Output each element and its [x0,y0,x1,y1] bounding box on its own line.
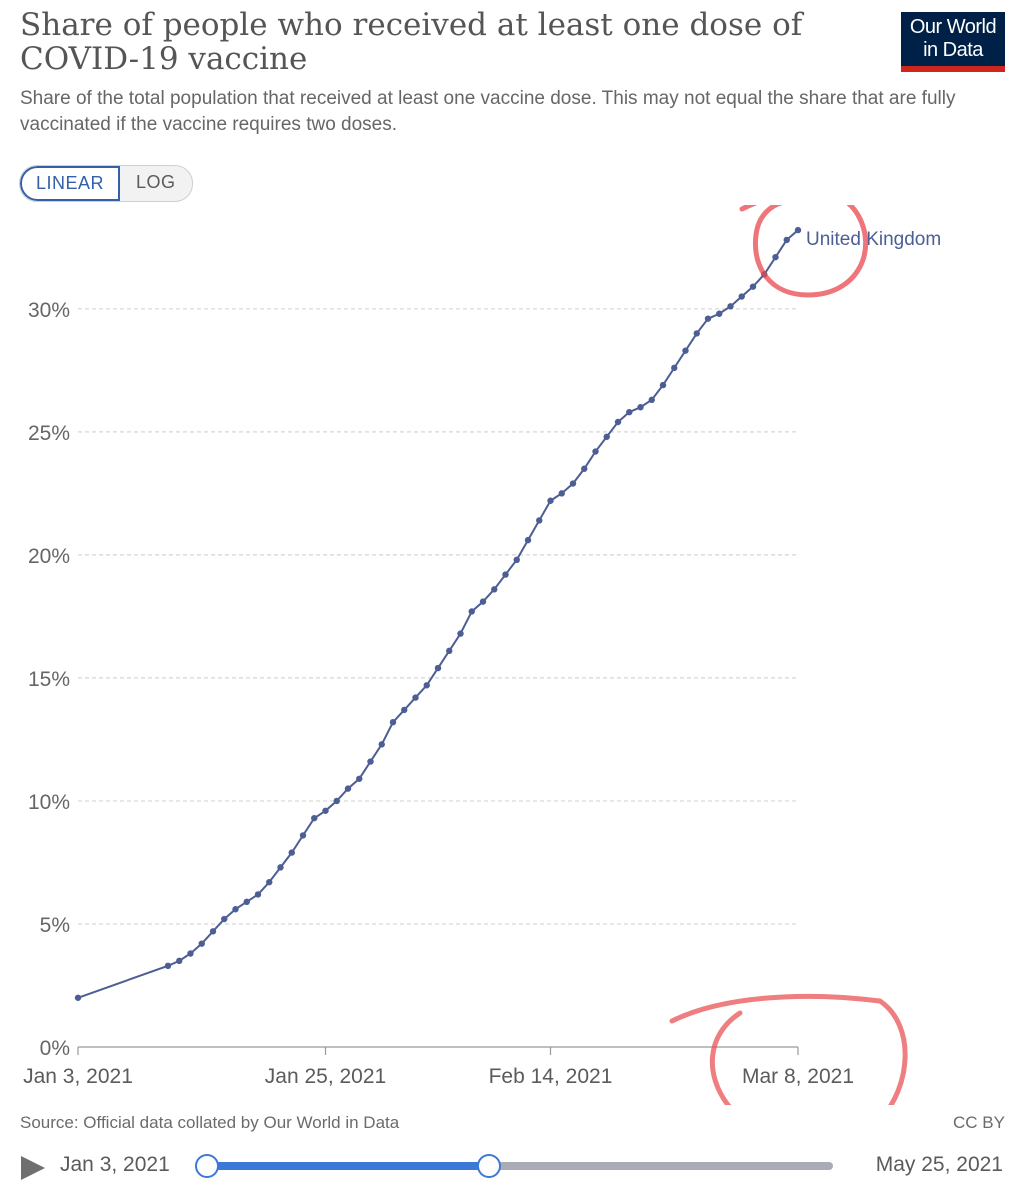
data-point[interactable] [569,480,577,487]
y-tick-label: 15% [28,668,70,691]
data-point[interactable] [727,303,734,310]
y-tick-label: 5% [40,914,70,937]
data-point[interactable] [457,630,464,637]
data-point[interactable] [446,647,453,655]
annotation-circle-top [739,205,869,298]
data-point[interactable] [333,797,340,805]
logo-text-line1: Our World [909,16,997,38]
data-point[interactable] [614,418,622,426]
data-point[interactable] [783,236,790,244]
data-point[interactable] [547,497,554,504]
chart-title: Share of people who received at least on… [20,7,803,77]
data-point[interactable] [682,347,689,354]
data-point[interactable] [524,536,532,544]
data-point[interactable] [626,408,633,416]
data-point[interactable] [479,598,487,605]
timeline-slider: Jan 3, 2021 May 25, 2021 [0,1145,1031,1189]
data-point[interactable] [648,396,655,404]
timeline-end-label: May 25, 2021 [875,1153,1003,1176]
timeline-track[interactable] [206,1162,833,1170]
data-point[interactable] [187,950,194,957]
x-tick-label: Mar 8, 2021 [742,1065,854,1088]
y-tick-label: 0% [40,1037,70,1060]
data-point[interactable] [468,608,475,615]
data-point[interactable] [671,364,678,372]
data-point[interactable] [558,490,565,497]
data-point[interactable] [209,928,217,935]
play-icon[interactable] [21,1156,45,1180]
data-point[interactable] [164,962,172,969]
data-point[interactable] [603,433,610,440]
owid-logo[interactable]: Our World in Data [901,12,1005,72]
data-point[interactable] [378,741,385,748]
data-point[interactable] [659,381,667,389]
line-chart: 0% 5% 10% 15% 20% 25% 30% Jan 3, 2021 Jan 25, 2… [23,205,941,1105]
data-point[interactable] [581,465,588,472]
data-point[interactable] [356,775,363,782]
data-point[interactable] [412,694,419,701]
data-point[interactable] [176,957,183,965]
data-point[interactable] [637,404,644,411]
x-axis: Jan 3, 2021 Jan 25, 2021 Feb 14, 2021 Mar 8… [23,1046,854,1088]
timeline-selected-range[interactable] [206,1162,489,1170]
data-point[interactable] [749,283,757,290]
data-point[interactable] [288,849,295,856]
data-point[interactable] [254,891,262,898]
license-link[interactable]: CC BY [953,1113,1005,1132]
chart-subtitle: Share of the total population that recei… [20,88,956,135]
scale-toggle: LINEAR LOG [19,165,193,202]
hand-drawn-annotations [669,205,908,1105]
series-line[interactable] [77,229,799,999]
data-point[interactable] [738,293,745,300]
data-point[interactable] [704,315,712,322]
timeline-start-handle[interactable] [195,1154,219,1178]
annotation-circle-bottom [669,993,908,1105]
y-axis-tick-labels: 0% 5% 10% 15% 20% 25% 30% [28,299,70,1060]
x-tick-label: Feb 14, 2021 [489,1065,613,1088]
data-point[interactable] [74,994,82,1001]
data-point[interactable] [344,785,352,792]
logo-text-line2: in Data [923,39,983,61]
data-point[interactable] [536,517,543,524]
y-tick-label: 30% [28,299,70,322]
y-tick-label: 10% [28,791,70,814]
data-point[interactable] [232,906,239,913]
data-point[interactable] [794,226,802,234]
timeline-start-label: Jan 3, 2021 [60,1153,170,1176]
data-point[interactable] [198,940,205,947]
source-note[interactable]: Source: Official data collated by Our Wo… [20,1113,400,1132]
series-end-label[interactable]: United Kingdom [806,229,941,250]
data-point[interactable] [513,556,520,563]
data-point[interactable] [592,448,599,455]
data-point[interactable] [322,807,329,814]
y-tick-label: 25% [28,422,70,445]
data-point[interactable] [277,864,284,871]
data-point[interactable] [401,706,408,714]
x-tick-label: Jan 25, 2021 [265,1065,386,1088]
data-point[interactable] [491,586,498,593]
data-point[interactable] [693,330,700,337]
data-point[interactable] [367,758,374,765]
gridlines [78,308,798,925]
log-scale-button[interactable]: LOG [136,172,176,192]
data-point[interactable] [423,682,430,689]
data-point[interactable] [311,814,318,822]
data-point[interactable] [243,898,250,906]
data-point[interactable] [772,253,779,261]
data-point[interactable] [299,832,307,839]
data-point[interactable] [221,915,228,923]
data-point[interactable] [434,664,442,672]
series-united-kingdom[interactable]: United Kingdom [74,226,941,1001]
y-tick-label: 20% [28,545,70,568]
data-point[interactable] [266,878,273,886]
data-point[interactable] [716,310,723,317]
timeline-end-handle[interactable] [477,1154,501,1178]
linear-scale-button[interactable]: LINEAR [20,166,121,201]
x-tick-label: Jan 3, 2021 [23,1065,133,1088]
data-point[interactable] [389,719,397,726]
data-point[interactable] [502,571,509,578]
